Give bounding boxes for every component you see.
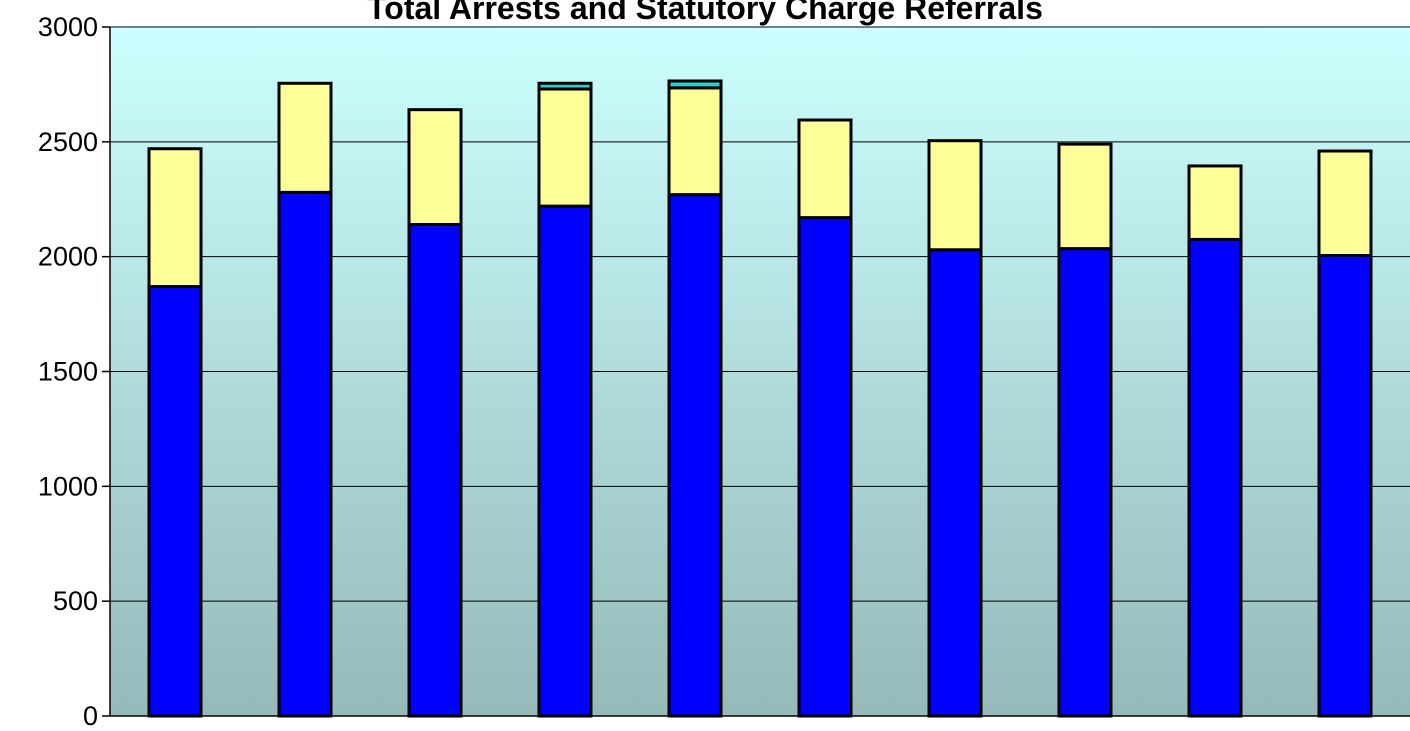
bar-segment <box>1187 164 1243 241</box>
bar-segment <box>1057 142 1113 251</box>
bar-segment <box>407 223 463 718</box>
bar-segment <box>1317 254 1373 718</box>
bar-segment <box>797 118 853 220</box>
y-tick-label: 2000 <box>38 242 98 272</box>
bar-segment <box>1057 247 1113 718</box>
y-tick-label: 3000 <box>38 12 98 42</box>
bar-segment <box>277 190 333 718</box>
bar-segment <box>537 204 593 718</box>
bar-segment <box>1317 149 1373 258</box>
bar-segment <box>147 285 203 718</box>
y-tick-label: 0 <box>83 701 98 731</box>
y-tick-label: 500 <box>53 586 98 616</box>
bar-segment <box>667 86 723 197</box>
bar-segment <box>277 81 333 194</box>
y-axis-ticks: 0 500 1000 1500 2000 2500 3000 <box>38 12 110 731</box>
bar-segment <box>407 108 463 227</box>
bar-segment <box>147 147 203 289</box>
y-tick-label: 2500 <box>38 127 98 157</box>
bar-segment <box>667 79 723 90</box>
bar-segment <box>797 216 853 718</box>
y-tick-label: 1500 <box>38 357 98 387</box>
chart-title: Total Arrests and Statutory Charge Refer… <box>367 0 1043 26</box>
bar-segment <box>1187 237 1243 718</box>
bar-segment <box>667 193 723 718</box>
bars <box>147 79 1373 718</box>
bar-segment <box>927 139 983 252</box>
bar-segment <box>537 87 593 208</box>
y-tick-label: 1000 <box>38 471 98 501</box>
bar-segment <box>927 248 983 718</box>
bar-segment <box>537 81 593 91</box>
